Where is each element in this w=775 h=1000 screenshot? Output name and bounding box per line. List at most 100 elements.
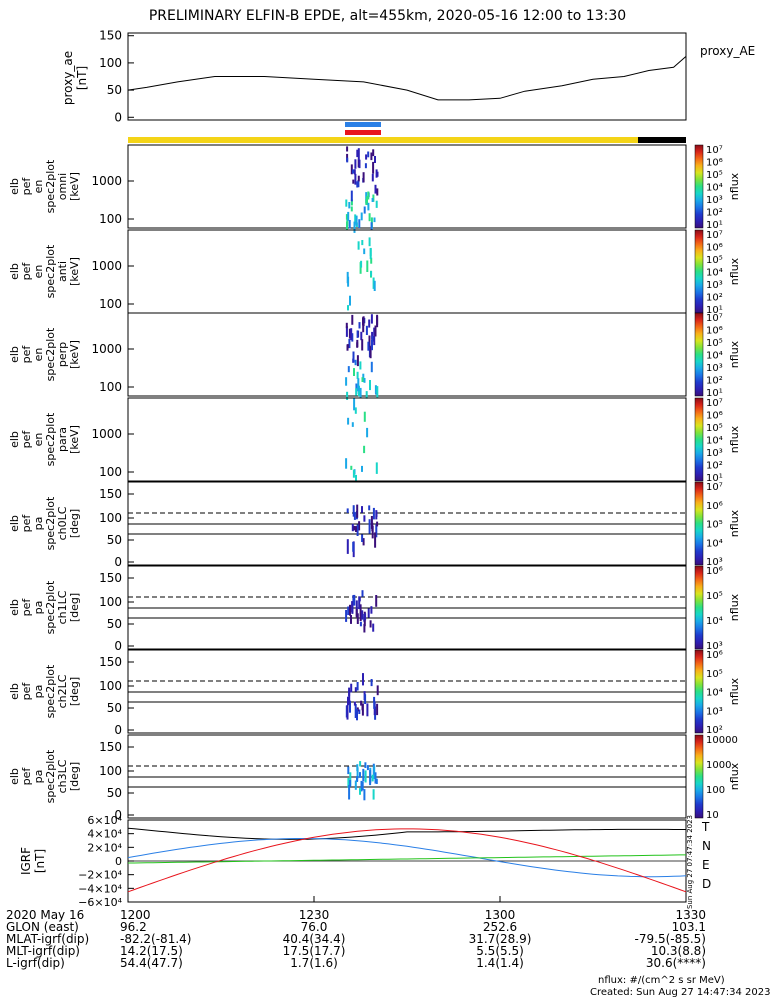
spectrogram-cell [370, 271, 373, 277]
spectrogram-tick-label: 150 [99, 571, 122, 585]
spectrogram-cell [367, 341, 370, 351]
colorbar-label: nflux [728, 677, 741, 705]
spectrogram-cell [360, 212, 363, 221]
spectrogram-cell [374, 532, 377, 548]
spectrogram-ylabel: ch0LC [56, 506, 69, 540]
spectrogram-cell [352, 179, 355, 184]
spectrogram-frame [127, 397, 687, 482]
spectrogram-cell [362, 673, 364, 686]
spectrogram-ylabel: spec2plot [44, 327, 57, 381]
spectrogram-cell [359, 361, 362, 370]
colorbar-tick-label: 10¹ [706, 473, 723, 484]
spectrogram-cell [370, 152, 373, 161]
colorbar-tick-label: 10⁵ [706, 255, 723, 266]
spectrogram-cell [356, 371, 359, 379]
spectrogram-cell [350, 199, 353, 206]
spectrogram-ylabel: spec2plot [44, 159, 57, 213]
spectrogram-cell [375, 778, 378, 784]
colorbar-tick-label: 1000 [706, 760, 731, 771]
spectrogram-cell [363, 789, 366, 801]
ephemeris-value: 14.2(17.5) [120, 944, 183, 958]
colorbar [694, 312, 704, 397]
spectrogram-cell [354, 359, 357, 366]
spectrogram-cell [362, 538, 365, 546]
spectrogram-ylabel: [deg] [68, 762, 81, 791]
spectrogram-ylabel: pef [20, 430, 33, 449]
ephemeris-value: 252.6 [483, 920, 517, 934]
colorbar-tick-label: 10² [706, 293, 723, 304]
colorbar-tick-label: 10² [706, 725, 723, 736]
spectrogram-cell [346, 539, 349, 554]
spectrogram-tick-label: 100 [99, 679, 122, 693]
spectrogram-cell [347, 305, 349, 311]
colorbar-tick-label: 10⁴ [706, 538, 723, 549]
spectrogram-cell [367, 191, 370, 200]
spectrogram-cell [376, 314, 379, 325]
spectrogram-cell [356, 682, 359, 691]
footer-units: nflux: #/(cm^2 s sr MeV) [598, 975, 725, 986]
spectrogram-cell [355, 609, 358, 618]
spectrogram-cell [369, 620, 372, 628]
spectrogram-cell [363, 445, 366, 454]
spectrogram-cell [356, 355, 359, 367]
spectrogram-ylabel: anti [56, 261, 69, 282]
spectrogram-ylabel: pef [20, 598, 33, 617]
spectrogram-cell [361, 377, 364, 382]
spectrogram-cell [367, 608, 370, 618]
spectrogram-ylabel: pa [32, 685, 45, 699]
spectrogram-cell [355, 600, 358, 617]
spectrogram-tick-label: 150 [99, 655, 122, 669]
spectrogram-cell [364, 770, 367, 783]
colorbar-label: nflux [728, 762, 741, 790]
spectrogram-ylabel: pef [20, 262, 33, 281]
spectrogram-cell [352, 542, 355, 552]
spectrogram-cell [356, 776, 358, 782]
spectrogram-cell [346, 153, 349, 162]
spectrogram-cell [356, 342, 359, 348]
spectrogram-ylabel: [deg] [68, 677, 81, 706]
spectrogram-ylabel: [deg] [68, 593, 81, 622]
ephemeris-value: 54.4(47.7) [120, 956, 183, 970]
spectrogram-cell [369, 248, 372, 259]
colorbar-tick-label: 10⁶ [706, 326, 723, 337]
spectrogram-tick-label: 1000 [91, 174, 122, 188]
colorbar-tick-label: 10³ [706, 280, 723, 291]
colorbar-tick-label: 10⁷ [706, 482, 723, 493]
colorbar-label: nflux [728, 425, 741, 453]
spectrogram-cell [373, 327, 376, 336]
ephemeris-row-label: 2020 May 16 [6, 908, 84, 922]
spectrogram-cell [358, 521, 361, 531]
spectrogram-tick-label: 100 [99, 764, 122, 778]
spectrogram-cell [376, 685, 379, 696]
colorbar-tick-label: 10² [706, 461, 723, 472]
spectrogram-ylabel: spec2plot [44, 496, 57, 550]
spectrogram-cell [357, 148, 360, 161]
spectrogram-cell [351, 422, 354, 427]
spectrogram-cell [359, 788, 361, 795]
spectrogram-cell [373, 696, 376, 702]
spectrogram-cell [368, 519, 371, 534]
spectrogram-cell [348, 687, 351, 696]
colorbar-tick-label: 10⁴ [706, 436, 723, 447]
spectrogram-cell [376, 521, 379, 527]
ephemeris-value: 5.5(5.5) [476, 944, 524, 958]
ephemeris-row-label: L-igrf(dip) [6, 956, 65, 970]
spectrogram-ylabel: pa [32, 601, 45, 615]
spectrogram-ylabel: [keV] [68, 340, 81, 369]
colorbar-tick-label: 10⁷ [706, 230, 723, 241]
spectrogram-tick-label: 50 [107, 701, 122, 715]
colorbar-tick-label: 10⁵ [706, 423, 723, 434]
spectrogram-ylabel: ch1LC [56, 590, 69, 624]
ephemeris-value: -82.2(-81.4) [120, 932, 191, 946]
spectrogram-cell [357, 175, 360, 182]
spectrogram-cell [375, 462, 378, 474]
ephemeris-value: 96.2 [120, 920, 147, 934]
spectrogram-ylabel: elb [8, 683, 21, 700]
igrf-north-curve [127, 838, 687, 878]
spectrogram-cell [362, 768, 365, 782]
spectrogram-ylabel: spec2plot [44, 580, 57, 634]
ephemeris-value: 1.7(1.6) [290, 956, 338, 970]
igrf-tick-label: 6×10⁴ [87, 814, 122, 827]
spectrogram-cell [368, 505, 371, 511]
spectrogram-cell [347, 778, 350, 788]
